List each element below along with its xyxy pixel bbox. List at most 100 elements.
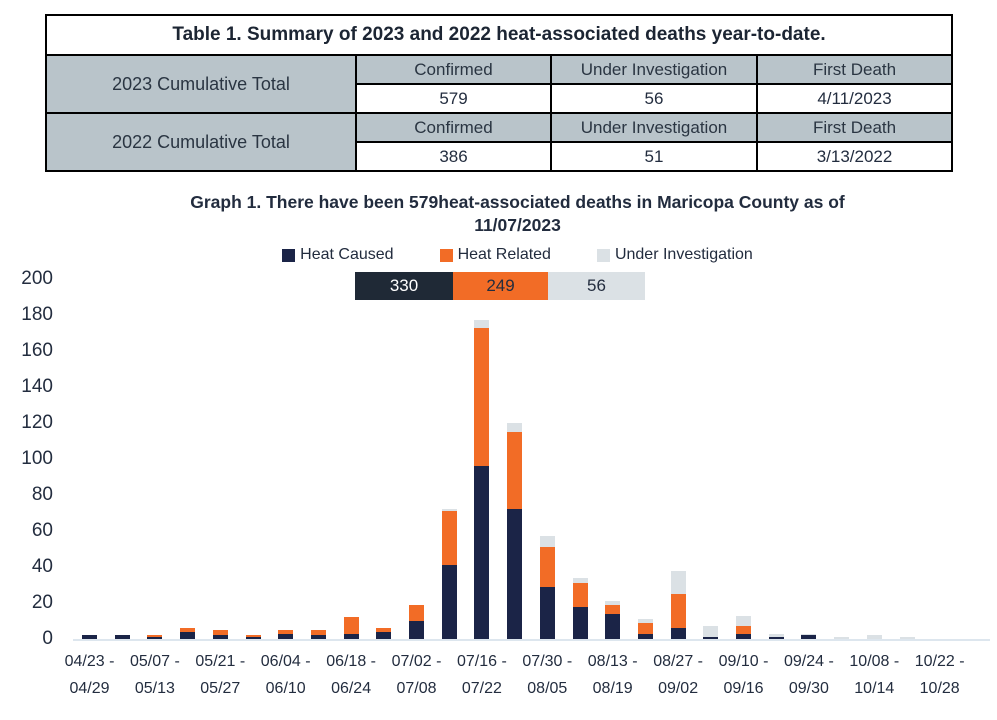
segment-heat-caused <box>343 633 359 639</box>
x-tick-09/24-09/30: 09/24 -09/30 <box>783 653 834 697</box>
segment-under-investigation <box>899 637 915 639</box>
segment-heat-caused <box>310 635 326 639</box>
segment-heat-caused <box>703 637 719 639</box>
segment-under-investigation <box>736 615 751 627</box>
bar-week-09/24-09/30 <box>801 633 817 639</box>
x-tick-06/18-06/24: 06/18 -06/24 <box>326 653 376 697</box>
bar-week-09/17-09/23 <box>768 633 784 639</box>
x-tick-07/16-07/22: 07/16 -07/22 <box>456 653 507 697</box>
bar-week-05/07-05/13 <box>147 635 163 639</box>
segment-heat-caused <box>441 565 457 639</box>
bar-week-08/06-08/12 <box>572 577 588 639</box>
x-axis-line <box>73 639 990 641</box>
y-tick-0: 0 <box>42 628 53 649</box>
y-tick-60: 60 <box>31 520 53 541</box>
bar-week-07/23-07/29 <box>507 423 523 639</box>
y-tick-40: 40 <box>31 556 53 577</box>
table-title: Table 1. Summary of 2023 and 2022 heat-a… <box>44 14 954 56</box>
bar-week-09/03-09/09 <box>703 626 719 639</box>
segment-heat-caused <box>376 631 392 639</box>
plot-area <box>73 279 990 641</box>
y-tick-160: 160 <box>21 340 53 361</box>
segment-heat-related <box>180 628 196 632</box>
segment-heat-caused <box>736 633 751 639</box>
segment-heat-caused <box>245 637 261 639</box>
row-label-2023: 2023 Cumulative Total <box>45 54 357 114</box>
segment-heat-caused <box>114 635 130 639</box>
summary-segment-2: 56 <box>548 272 645 300</box>
confirmed-2023: 579 <box>355 83 552 114</box>
first-death-2022: 3/13/2022 <box>755 141 954 172</box>
segment-heat-caused <box>474 466 490 639</box>
heat-related-swatch-icon <box>439 248 453 262</box>
y-tick-180: 180 <box>21 304 53 325</box>
graph-title-line2: 11/07/2023 <box>474 215 561 235</box>
under-investigation-2022: 51 <box>550 141 758 172</box>
x-tick-07/30-08/05: 07/30 -08/05 <box>522 653 573 697</box>
bar-week-04/23-04/29 <box>82 635 97 639</box>
col-header-confirmed-2022: Confirmed <box>355 112 552 143</box>
x-tick-05/07-05/13: 05/07 -05/13 <box>129 653 180 697</box>
bar-week-08/13-08/19 <box>605 601 621 639</box>
segment-heat-caused <box>539 586 555 639</box>
col-header-under-investigation: Under Investigation <box>550 54 758 85</box>
segment-heat-related <box>212 630 228 636</box>
x-tick-04/23-04/29: 04/23 -04/29 <box>64 653 115 697</box>
segment-heat-related <box>670 594 686 629</box>
segment-heat-related <box>409 604 424 621</box>
bar-week-06/04-06/10 <box>278 630 294 639</box>
bar-week-08/27-09/02 <box>670 570 686 639</box>
segment-heat-related <box>343 617 359 634</box>
segment-heat-caused <box>768 637 784 639</box>
x-tick-07/02-07/08: 07/02 -07/08 <box>391 653 442 697</box>
segment-under-investigation <box>703 626 719 638</box>
segment-under-investigation <box>866 635 882 639</box>
first-death-2023: 4/11/2023 <box>755 83 954 114</box>
segment-heat-caused <box>637 633 653 639</box>
bar-week-06/18-06/24 <box>343 617 359 639</box>
segment-under-investigation <box>474 320 490 328</box>
segment-under-investigation <box>768 633 784 638</box>
y-tick-20: 20 <box>31 592 53 613</box>
under-investigation-swatch-icon <box>596 248 610 262</box>
bar-week-07/02-07/08 <box>409 604 424 639</box>
segment-under-investigation <box>801 633 817 636</box>
heat-caused-swatch-icon <box>282 248 296 262</box>
summary-table: Table 1. Summary of 2023 and 2022 heat-a… <box>44 14 954 172</box>
segment-heat-related <box>572 583 588 607</box>
segment-under-investigation <box>637 619 653 623</box>
bar-week-05/28-06/03 <box>245 635 261 639</box>
segment-heat-caused <box>212 635 228 639</box>
segment-under-investigation <box>834 637 850 639</box>
bar-week-06/11-06/17 <box>310 630 326 639</box>
legend-label: Heat Caused <box>300 246 394 263</box>
segment-heat-caused <box>147 637 163 639</box>
legend-item-heat-related: Heat Related <box>439 246 551 264</box>
col-header-confirmed: Confirmed <box>355 54 552 85</box>
segment-under-investigation <box>539 536 555 548</box>
segment-under-investigation <box>441 509 457 512</box>
segment-heat-related <box>147 635 163 638</box>
bar-week-07/16-07/22 <box>474 320 490 639</box>
segment-heat-related <box>441 511 457 566</box>
y-tick-120: 120 <box>21 412 53 433</box>
segment-under-investigation <box>670 570 686 595</box>
segment-heat-related <box>245 635 261 638</box>
x-tick-08/13-08/19: 08/13 -08/19 <box>587 653 638 697</box>
summary-segment-1: 249 <box>453 272 548 300</box>
bar-week-07/09-07/15 <box>441 509 457 639</box>
bar-week-10/08-10/14 <box>866 635 882 639</box>
col-header-under-investigation-2022: Under Investigation <box>550 112 758 143</box>
summary-totals-bar: 330 249 56 <box>355 272 645 300</box>
x-tick-10/22-10/28: 10/22 -10/28 <box>914 653 965 697</box>
segment-heat-caused <box>278 633 294 639</box>
graph-title-line1: Graph 1. There have been 579heat-associa… <box>190 192 845 212</box>
col-header-first-death-2022: First Death <box>755 112 954 143</box>
x-tick-05/21-05/27: 05/21 -05/27 <box>195 653 246 697</box>
segment-heat-related <box>474 327 490 467</box>
segment-heat-related <box>376 628 392 632</box>
graph-title: Graph 1. There have been 579heat-associa… <box>38 191 997 237</box>
confirmed-2022: 386 <box>355 141 552 172</box>
legend-item-under-investigation: Under Investigation <box>596 246 753 264</box>
row-label-2022: 2022 Cumulative Total <box>45 112 357 172</box>
